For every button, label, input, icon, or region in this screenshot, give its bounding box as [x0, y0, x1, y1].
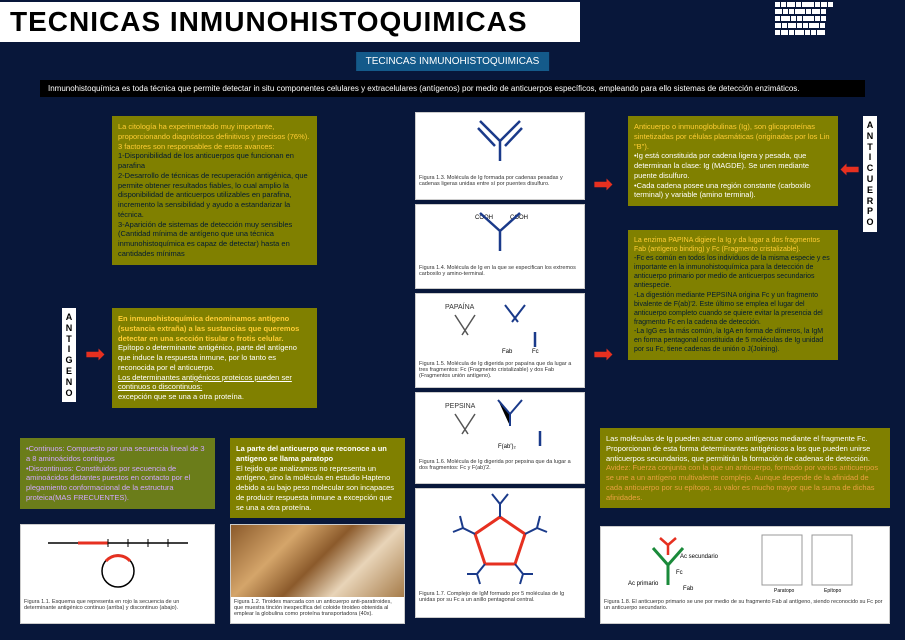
svg-text:F(ab')₂: F(ab')₂: [498, 444, 516, 450]
arrow-left-icon: ⬅: [840, 155, 860, 184]
barcode-decoration: [775, 2, 895, 42]
svg-text:Fc: Fc: [532, 349, 539, 355]
box-papina: La enzima PAPINA digiere la Ig y da luga…: [628, 230, 838, 360]
page-title: TECNICAS INMUNOHISTOQUIMICAS: [0, 2, 580, 42]
label-anticuerpo: ANTICUERPO: [863, 116, 877, 232]
svg-text:Fab: Fab: [502, 349, 513, 355]
svg-text:Fab: Fab: [683, 586, 694, 592]
svg-text:Ac primario: Ac primario: [628, 581, 659, 587]
figure-1-6: PEPSINAF(ab')₂ Figura 1.6. Molécula de I…: [415, 392, 585, 484]
box-avidez: Las moléculas de Ig pueden actuar como a…: [600, 428, 890, 508]
svg-text:Paratopo: Paratopo: [774, 588, 795, 594]
box-continuos: •Continuos: Compuesto por una secuencia …: [20, 438, 215, 509]
arrow-right-icon: ➡: [593, 340, 613, 369]
figure-1-2: Figura 1.2. Tiroides marcada con un anti…: [230, 524, 405, 624]
figure-1-7: Figura 1.7. Complejo de IgM formado por …: [415, 488, 585, 618]
figure-1-3: Figura 1.3. Molécula de Ig formada por c…: [415, 112, 585, 200]
box-citologia: La citología ha experimentado muy import…: [112, 116, 317, 265]
figure-1-5: PAPAÍNAFabFc Figura 1.5. Molécula de Ig …: [415, 293, 585, 388]
svg-text:Ac secundario: Ac secundario: [680, 554, 718, 560]
figure-1-1: Figura 1.1. Esquema que representa en ro…: [20, 524, 215, 624]
figure-1-8: Ac secundario Fc Ac primario Fab Paratop…: [600, 526, 890, 624]
intro-text: Inmunohistoquímica es toda técnica que p…: [40, 80, 865, 97]
arrow-right-icon: ➡: [85, 340, 105, 369]
subtitle: TECINCAS INMUNOHISTOQUIMICAS: [356, 52, 550, 71]
arrow-right-icon: ➡: [593, 170, 613, 199]
svg-text:PEPSINA: PEPSINA: [445, 403, 476, 410]
box-anticuerpo-def: Anticuerpo o inmunoglobulinas (Ig), son …: [628, 116, 838, 206]
svg-text:Epítopo: Epítopo: [824, 588, 841, 594]
box-antigeno-def: En inmunohistoquímica denominamos antíge…: [112, 308, 317, 408]
svg-text:PAPAÍNA: PAPAÍNA: [445, 302, 475, 311]
svg-text:Fc: Fc: [676, 570, 683, 576]
figure-1-4: COOHCOOH Figura 1.4. Molécula de Ig en l…: [415, 204, 585, 289]
box-paratopo: La parte del anticuerpo que reconoce a u…: [230, 438, 405, 518]
label-antigeno: ANTIGENO: [62, 308, 76, 402]
